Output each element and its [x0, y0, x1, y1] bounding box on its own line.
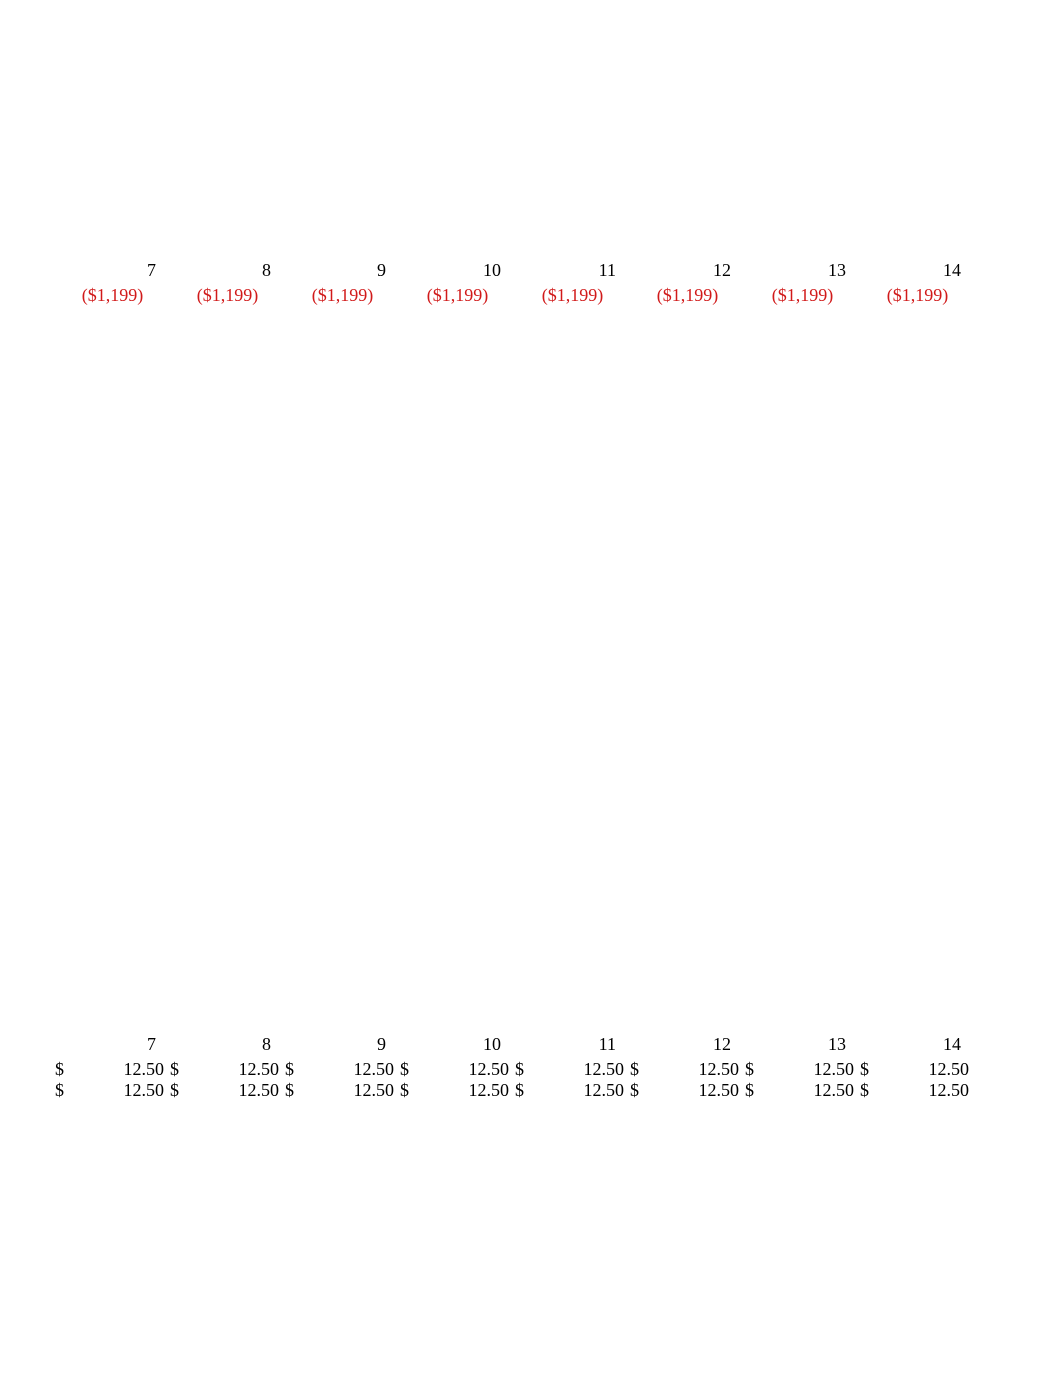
currency-value: 12.50: [418, 1080, 515, 1101]
currency-cell: $ 12.50: [400, 1080, 515, 1101]
currency-symbol: $: [285, 1059, 303, 1080]
currency-cell: $ 12.50: [170, 1080, 285, 1101]
top-header-row: 7 8 9 10 11 12 13 14: [55, 260, 975, 281]
col-header: 13: [745, 1034, 860, 1055]
negative-amount: ($1,199): [515, 285, 630, 306]
currency-cell: $ 12.50: [515, 1080, 630, 1101]
negative-amount: ($1,199): [170, 285, 285, 306]
bottom-header-row: 7 8 9 10 11 12 13 14: [55, 1034, 975, 1055]
currency-value: 12.50: [648, 1059, 745, 1080]
col-header: 7: [55, 1034, 170, 1055]
currency-symbol: $: [745, 1059, 763, 1080]
currency-value: 12.50: [188, 1059, 285, 1080]
currency-value: 12.50: [188, 1080, 285, 1101]
col-header: 14: [860, 1034, 975, 1055]
currency-value: 12.50: [763, 1080, 860, 1101]
col-header: 8: [170, 260, 285, 281]
currency-row-2: $ 12.50 $ 12.50 $ 12.50 $ 12.50 $ 12.50 …: [55, 1080, 975, 1101]
currency-value: 12.50: [533, 1059, 630, 1080]
currency-symbol: $: [285, 1080, 303, 1101]
currency-symbol: $: [515, 1059, 533, 1080]
currency-value: 12.50: [648, 1080, 745, 1101]
currency-symbol: $: [860, 1059, 878, 1080]
currency-value: 12.50: [878, 1059, 975, 1080]
currency-symbol: $: [745, 1080, 763, 1101]
currency-cell: $ 12.50: [630, 1080, 745, 1101]
currency-value: 12.50: [533, 1080, 630, 1101]
bottom-table: 7 8 9 10 11 12 13 14 $ 12.50 $ 12.50 $ 1…: [55, 1034, 975, 1101]
col-header: 12: [630, 260, 745, 281]
negative-amount: ($1,199): [860, 285, 975, 306]
col-header: 8: [170, 1034, 285, 1055]
currency-symbol: $: [170, 1059, 188, 1080]
col-header: 9: [285, 1034, 400, 1055]
currency-value: 12.50: [878, 1080, 975, 1101]
currency-cell: $ 12.50: [285, 1059, 400, 1080]
currency-cell: $ 12.50: [285, 1080, 400, 1101]
col-header: 10: [400, 260, 515, 281]
currency-symbol: $: [170, 1080, 188, 1101]
currency-symbol: $: [630, 1059, 648, 1080]
currency-cell: $ 12.50: [745, 1059, 860, 1080]
currency-row-1: $ 12.50 $ 12.50 $ 12.50 $ 12.50 $ 12.50 …: [55, 1059, 975, 1080]
currency-value: 12.50: [73, 1080, 170, 1101]
currency-value: 12.50: [763, 1059, 860, 1080]
currency-cell: $ 12.50: [55, 1059, 170, 1080]
col-header: 11: [515, 260, 630, 281]
currency-value: 12.50: [303, 1080, 400, 1101]
currency-symbol: $: [400, 1059, 418, 1080]
page: 7 8 9 10 11 12 13 14 ($1,199) ($1,199) (…: [0, 0, 1062, 1377]
top-table: 7 8 9 10 11 12 13 14 ($1,199) ($1,199) (…: [55, 260, 975, 310]
currency-cell: $ 12.50: [170, 1059, 285, 1080]
negative-amount: ($1,199): [400, 285, 515, 306]
col-header: 11: [515, 1034, 630, 1055]
currency-value: 12.50: [418, 1059, 515, 1080]
currency-cell: $ 12.50: [515, 1059, 630, 1080]
currency-value: 12.50: [303, 1059, 400, 1080]
currency-cell: $ 12.50: [860, 1059, 975, 1080]
col-header: 9: [285, 260, 400, 281]
currency-symbol: $: [860, 1080, 878, 1101]
col-header: 14: [860, 260, 975, 281]
currency-cell: $ 12.50: [630, 1059, 745, 1080]
top-negative-row: ($1,199) ($1,199) ($1,199) ($1,199) ($1,…: [55, 285, 975, 306]
col-header: 12: [630, 1034, 745, 1055]
negative-amount: ($1,199): [630, 285, 745, 306]
currency-symbol: $: [55, 1080, 73, 1101]
currency-symbol: $: [55, 1059, 73, 1080]
negative-amount: ($1,199): [745, 285, 860, 306]
currency-symbol: $: [515, 1080, 533, 1101]
col-header: 10: [400, 1034, 515, 1055]
negative-amount: ($1,199): [285, 285, 400, 306]
currency-cell: $ 12.50: [860, 1080, 975, 1101]
currency-cell: $ 12.50: [745, 1080, 860, 1101]
currency-cell: $ 12.50: [400, 1059, 515, 1080]
currency-symbol: $: [400, 1080, 418, 1101]
negative-amount: ($1,199): [55, 285, 170, 306]
col-header: 7: [55, 260, 170, 281]
col-header: 13: [745, 260, 860, 281]
currency-symbol: $: [630, 1080, 648, 1101]
currency-cell: $ 12.50: [55, 1080, 170, 1101]
currency-value: 12.50: [73, 1059, 170, 1080]
